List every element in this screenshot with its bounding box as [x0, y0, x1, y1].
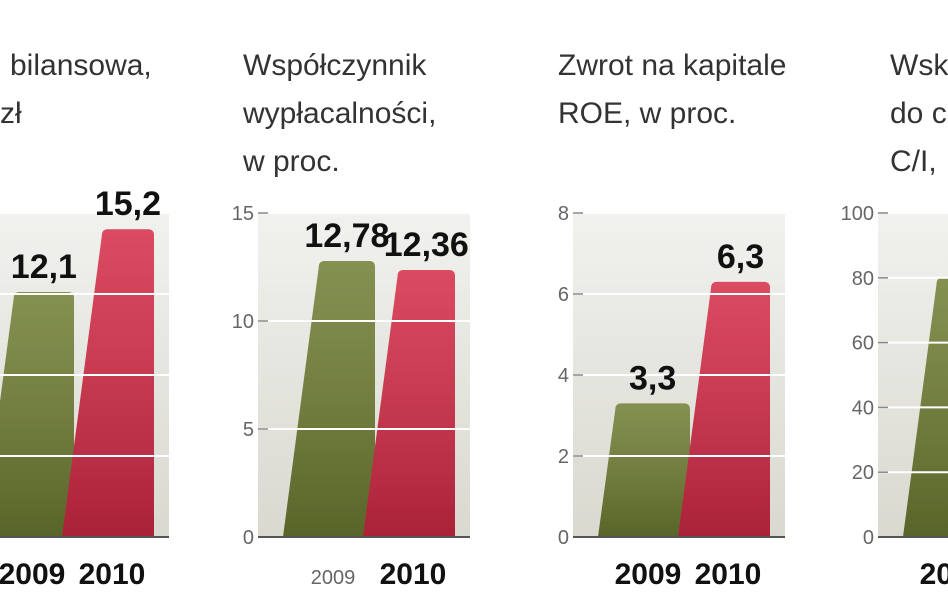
- bar-shade: [0, 291, 74, 537]
- chart-title: w proc.: [242, 145, 340, 178]
- y-tick-label: 0: [558, 527, 569, 549]
- value-label: 6,3: [717, 238, 764, 276]
- x-tick-label: 2009: [920, 558, 948, 591]
- chart-title: wypłacalności,: [242, 97, 436, 130]
- y-tick-label: 0: [863, 527, 874, 549]
- x-tick-label: 2010: [79, 558, 146, 591]
- bar-shade: [598, 403, 690, 537]
- y-tick-label: 100: [841, 203, 874, 225]
- x-tick-label: 2009: [0, 558, 65, 591]
- y-tick-label: 6: [558, 284, 569, 306]
- y-tick-label: 5: [243, 419, 254, 441]
- y-tick-label: 20: [852, 462, 874, 484]
- y-tick-label: 0: [243, 527, 254, 549]
- y-tick-label: 8: [558, 203, 569, 225]
- value-label: 15,2: [95, 185, 161, 223]
- y-tick-label: 60: [852, 333, 874, 355]
- chart-title: Zwrot na kapitale: [558, 49, 786, 82]
- bar-shade: [678, 281, 770, 537]
- chart-title: Wsk: [890, 49, 948, 82]
- chart-title: bilansowa,: [10, 49, 152, 82]
- chart-title: ROE, w proc.: [558, 97, 736, 130]
- chart-title: C/I,: [890, 145, 937, 178]
- chart-title: Współczynnik: [243, 49, 427, 82]
- x-tick-label: 2009: [311, 567, 356, 589]
- y-tick-label: 80: [852, 268, 874, 290]
- y-tick-label: 4: [558, 365, 569, 387]
- value-label: 80: [947, 234, 948, 272]
- y-tick-label: 10: [232, 311, 254, 333]
- value-label: 12,36: [384, 226, 469, 264]
- bar-shade: [62, 229, 154, 537]
- value-label: 12,1: [11, 248, 77, 286]
- value-label: 12,78: [304, 217, 389, 255]
- y-tick-label: 40: [852, 397, 874, 419]
- y-tick-label: 15: [232, 203, 254, 225]
- bar-shade: [363, 270, 455, 537]
- bar-shade: [283, 260, 375, 537]
- chart-title: do c: [890, 97, 947, 130]
- chart-title: zł: [0, 97, 22, 130]
- x-tick-label: 2009: [615, 558, 682, 591]
- x-tick-label: 2010: [695, 558, 762, 591]
- y-tick-label: 2: [558, 446, 569, 468]
- x-tick-label: 2010: [380, 558, 447, 591]
- value-label: 3,3: [629, 359, 676, 397]
